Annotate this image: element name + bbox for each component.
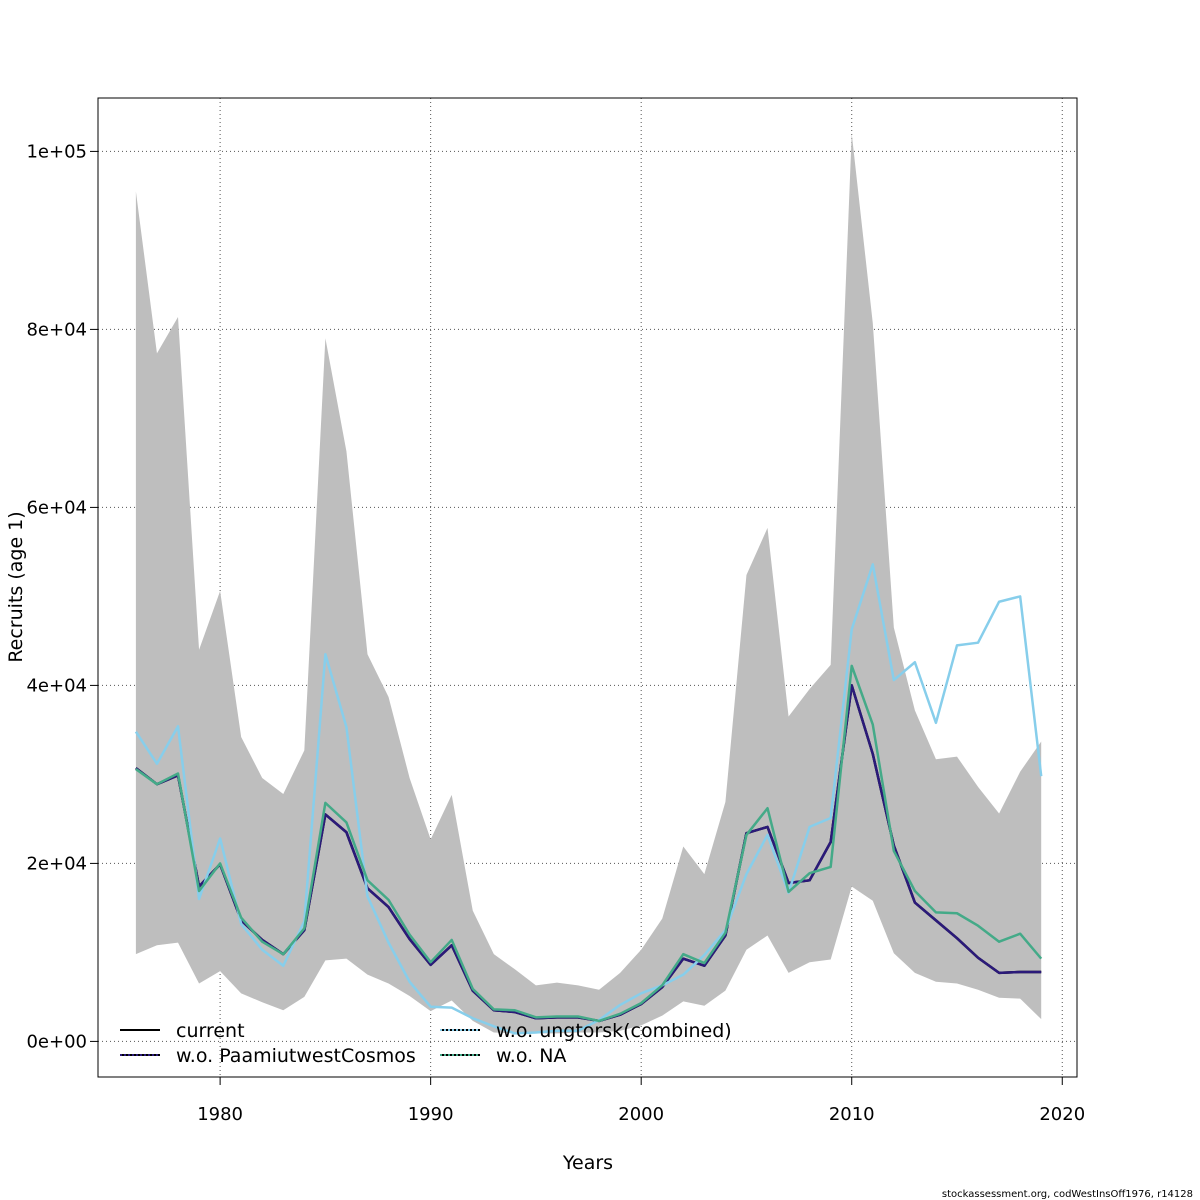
x-tick-label-4: 2020 <box>1039 1104 1085 1125</box>
x-axis-title: Years <box>562 1152 613 1174</box>
x-tick-label-1: 1990 <box>408 1104 454 1125</box>
y-axis: 0e+00 2e+04 4e+04 6e+04 8e+04 1e+05 <box>26 141 98 1052</box>
x-tick-label-0: 1980 <box>197 1104 243 1125</box>
y-tick-label-1: 2e+04 <box>26 853 87 874</box>
legend-label-2: w.o. ungtorsk(combined) <box>496 1020 732 1042</box>
series-lines <box>134 563 1043 1035</box>
y-tick-label-4: 8e+04 <box>26 319 87 340</box>
confidence-band-area <box>135 133 1042 1034</box>
confidence-band <box>135 133 1042 1034</box>
x-tick-label-2: 2000 <box>618 1104 664 1125</box>
x-tick-label-3: 2010 <box>829 1104 875 1125</box>
legend: current w.o. ungtorsk(combined) w.o. Paami… <box>120 1020 732 1067</box>
y-tick-label-2: 4e+04 <box>26 675 87 696</box>
y-axis-title: Recruits (age 1) <box>5 511 27 662</box>
legend-label-1: w.o. PaamiutwestCosmos <box>176 1045 416 1067</box>
y-tick-label-3: 6e+04 <box>26 497 87 518</box>
legend-label-3: w.o. NA <box>496 1045 566 1067</box>
y-tick-label-5: 1e+05 <box>26 141 87 162</box>
x-axis: 1980 1990 2000 2010 2020 <box>197 1076 1085 1125</box>
series-line-3 <box>135 664 1043 1023</box>
series-line-2 <box>134 563 1043 1035</box>
footer-credit: stockassessment.org, codWestInsOff1976, … <box>942 1189 1193 1200</box>
y-tick-label-0: 0e+00 <box>26 1031 87 1052</box>
legend-label-0: current <box>176 1020 245 1042</box>
